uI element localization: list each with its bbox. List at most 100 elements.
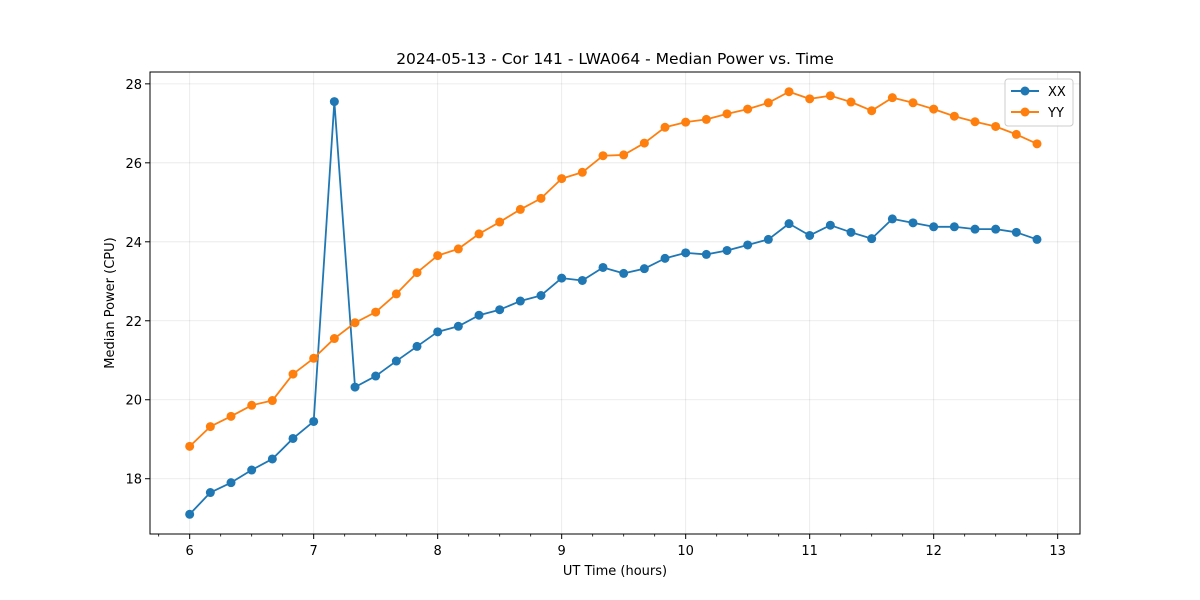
data-point-xx <box>495 305 505 315</box>
data-point-yy <box>681 117 691 127</box>
data-point-yy <box>577 167 587 177</box>
data-point-xx <box>681 248 691 258</box>
data-point-yy <box>247 400 257 410</box>
data-point-xx <box>701 249 711 259</box>
data-point-xx <box>805 230 815 240</box>
data-point-xx <box>970 224 980 234</box>
data-point-xx <box>309 416 319 426</box>
data-point-xx <box>247 465 257 475</box>
y-tick-label: 20 <box>125 394 142 409</box>
data-point-yy <box>1011 129 1021 139</box>
data-point-yy <box>784 87 794 97</box>
data-point-yy <box>991 121 1001 131</box>
data-point-xx <box>577 275 587 285</box>
data-point-xx <box>908 218 918 228</box>
data-point-yy <box>495 217 505 227</box>
data-point-yy <box>722 109 732 119</box>
data-point-xx <box>267 454 277 464</box>
data-point-xx <box>846 227 856 237</box>
data-point-yy <box>515 204 525 214</box>
data-point-xx <box>412 341 422 351</box>
data-point-xx <box>1011 227 1021 237</box>
data-point-xx <box>991 224 1001 234</box>
data-point-yy <box>970 117 980 127</box>
data-point-yy <box>949 111 959 121</box>
data-point-xx <box>515 296 525 306</box>
data-point-yy <box>474 229 484 239</box>
data-point-yy <box>598 151 608 161</box>
data-point-xx <box>887 214 897 224</box>
data-point-yy <box>805 94 815 104</box>
y-tick-label: 18 <box>125 473 142 488</box>
legend-label-yy: YY <box>1047 106 1064 121</box>
x-tick-label: 8 <box>434 544 442 559</box>
data-point-xx <box>453 321 463 331</box>
data-point-xx <box>536 290 546 300</box>
data-point-xx <box>557 273 567 283</box>
data-point-xx <box>371 371 381 381</box>
x-tick-label: 6 <box>186 544 194 559</box>
legend-marker-yy <box>1020 107 1030 117</box>
data-point-yy <box>288 369 298 379</box>
data-point-xx <box>743 240 753 250</box>
data-point-xx <box>867 234 877 244</box>
data-point-xx <box>288 433 298 443</box>
data-point-xx <box>929 222 939 232</box>
data-point-xx <box>639 264 649 274</box>
y-tick-label: 22 <box>125 315 142 330</box>
data-point-xx <box>825 220 835 230</box>
data-point-yy <box>412 268 422 278</box>
data-point-xx <box>433 327 443 337</box>
data-point-yy <box>309 353 319 363</box>
legend: XX YY <box>1004 78 1074 127</box>
data-point-yy <box>205 422 215 432</box>
series-layer <box>185 87 1042 519</box>
data-point-yy <box>639 138 649 148</box>
data-point-yy <box>371 307 381 317</box>
x-tick-label: 11 <box>801 544 818 559</box>
data-point-yy <box>1032 139 1042 149</box>
data-point-xx <box>722 245 732 255</box>
data-point-yy <box>185 441 195 451</box>
data-point-yy <box>557 174 567 184</box>
plot-frame <box>149 71 1081 535</box>
data-point-yy <box>846 97 856 107</box>
data-point-xx <box>474 310 484 320</box>
data-point-yy <box>391 289 401 299</box>
data-point-yy <box>350 318 360 328</box>
data-point-xx <box>205 488 215 498</box>
data-point-yy <box>763 98 773 108</box>
y-tick-label: 24 <box>125 236 142 251</box>
data-point-yy <box>908 98 918 108</box>
y-tick-label: 26 <box>125 157 142 172</box>
data-point-yy <box>267 396 277 406</box>
legend-label-xx: XX <box>1048 85 1066 100</box>
y-axis-label: Median Power (CPU) <box>103 237 118 368</box>
data-point-yy <box>226 411 236 421</box>
data-point-xx <box>784 219 794 229</box>
data-point-xx <box>391 356 401 366</box>
data-point-xx <box>185 509 195 519</box>
data-point-yy <box>825 91 835 101</box>
x-tick-label: 10 <box>677 544 694 559</box>
axes: 6 7 8 9 10 11 12 13 18 20 22 24 26 28 <box>125 78 1066 559</box>
data-point-xx <box>763 234 773 244</box>
legend-marker-xx <box>1020 86 1030 96</box>
x-axis-label: UT Time (hours) <box>563 564 667 579</box>
data-point-xx <box>598 262 608 272</box>
data-point-xx <box>1032 234 1042 244</box>
data-point-yy <box>619 150 629 160</box>
data-point-yy <box>660 122 670 132</box>
data-point-yy <box>887 93 897 103</box>
x-tick-label: 7 <box>310 544 318 559</box>
x-tick-label: 12 <box>925 544 942 559</box>
data-point-yy <box>536 193 546 203</box>
data-point-yy <box>433 251 443 261</box>
data-point-xx <box>329 97 339 107</box>
chart-title: 2024-05-13 - Cor 141 - LWA064 - Median P… <box>396 50 834 68</box>
data-point-yy <box>701 114 711 124</box>
data-point-yy <box>329 334 339 344</box>
data-point-yy <box>743 104 753 114</box>
